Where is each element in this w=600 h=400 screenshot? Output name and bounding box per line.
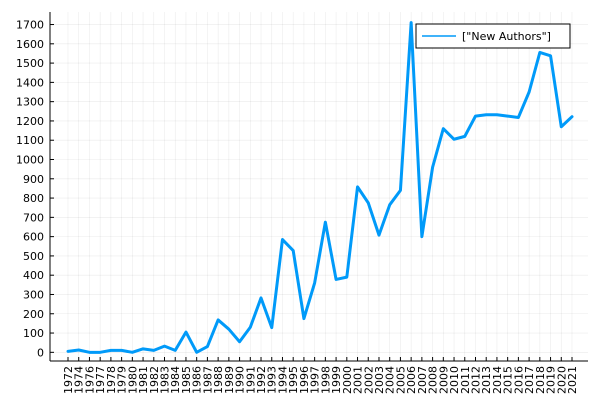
x-tick-label: 2001 bbox=[352, 366, 365, 394]
x-tick-label: 1999 bbox=[330, 366, 343, 394]
x-tick-label: 1998 bbox=[319, 366, 332, 394]
x-tick-label: 2010 bbox=[448, 366, 461, 394]
x-tick-label: 2014 bbox=[491, 366, 504, 394]
x-tick-label: 1984 bbox=[169, 366, 182, 394]
y-tick-label: 800 bbox=[23, 192, 44, 205]
x-tick-label: 1982 bbox=[148, 366, 161, 394]
y-axis-ticks: 0 100 200 300 400 500 600 700 800 900 1000 1100 1200… bbox=[16, 19, 54, 359]
series-line bbox=[66, 21, 574, 354]
y-tick-label: 0 bbox=[37, 346, 44, 359]
x-tick-label: 1992 bbox=[255, 366, 268, 394]
grid bbox=[50, 12, 588, 361]
x-tick-label: 1980 bbox=[126, 366, 139, 394]
x-tick-label: 1987 bbox=[201, 366, 214, 394]
y-tick-label: 1600 bbox=[16, 38, 44, 51]
legend-label: ["New Authors"] bbox=[462, 30, 551, 43]
y-tick-label: 600 bbox=[23, 231, 44, 244]
y-tick-label: 400 bbox=[23, 269, 44, 282]
x-tick-label: 2016 bbox=[512, 366, 525, 394]
x-tick-label: 1997 bbox=[309, 366, 322, 394]
y-tick-label: 1700 bbox=[16, 19, 44, 32]
x-tick-label: 1972 bbox=[62, 366, 75, 394]
y-tick-label: 1500 bbox=[16, 57, 44, 70]
x-tick-label: 1986 bbox=[191, 366, 204, 394]
y-tick-label: 500 bbox=[23, 250, 44, 263]
y-tick-label: 1300 bbox=[16, 96, 44, 109]
x-tick-label: 2003 bbox=[373, 366, 386, 394]
x-tick-label: 2011 bbox=[459, 366, 472, 394]
x-tick-label: 1991 bbox=[244, 366, 257, 394]
x-tick-label: 1995 bbox=[287, 366, 300, 394]
x-tick-label: 2013 bbox=[480, 366, 493, 394]
x-tick-label: 2021 bbox=[566, 366, 579, 394]
x-tick-label: 1981 bbox=[137, 366, 150, 394]
y-tick-label: 1100 bbox=[16, 134, 44, 147]
x-tick-label: 1974 bbox=[73, 366, 86, 394]
x-tick-label: 2019 bbox=[545, 366, 558, 394]
y-tick-label: 700 bbox=[23, 211, 44, 224]
y-tick-label: 1400 bbox=[16, 76, 44, 89]
x-tick-label: 2018 bbox=[534, 366, 547, 394]
x-tick-label: 1976 bbox=[83, 366, 96, 394]
x-tick-label: 2020 bbox=[555, 366, 568, 394]
y-tick-label: 300 bbox=[23, 288, 44, 301]
x-tick-label: 1977 bbox=[94, 366, 107, 394]
axes bbox=[49, 12, 588, 362]
x-tick-label: 2006 bbox=[405, 366, 418, 394]
y-tick-label: 100 bbox=[23, 327, 44, 340]
y-tick-label: 200 bbox=[23, 308, 44, 321]
x-tick-label: 1985 bbox=[180, 366, 193, 394]
x-tick-label: 2007 bbox=[416, 366, 429, 394]
x-tick-label: 2017 bbox=[523, 366, 536, 394]
y-tick-label: 1200 bbox=[16, 115, 44, 128]
x-tick-label: 1990 bbox=[234, 366, 247, 394]
x-tick-label: 1978 bbox=[105, 366, 118, 394]
x-tick-label: 2000 bbox=[341, 366, 354, 394]
x-tick-label: 2008 bbox=[427, 366, 440, 394]
x-tick-label: 2015 bbox=[502, 366, 515, 394]
x-tick-label: 2005 bbox=[394, 366, 407, 394]
x-tick-label: 2004 bbox=[384, 366, 397, 394]
x-tick-label: 1989 bbox=[223, 366, 236, 394]
x-tick-label: 2002 bbox=[362, 366, 375, 394]
x-tick-label: 2012 bbox=[469, 366, 482, 394]
y-tick-label: 900 bbox=[23, 173, 44, 186]
series-lines bbox=[66, 21, 574, 354]
x-tick-label: 1994 bbox=[276, 366, 289, 394]
x-tick-label: 1996 bbox=[298, 366, 311, 394]
x-tick-label: 1993 bbox=[266, 366, 279, 394]
x-tick-label: 1988 bbox=[212, 366, 225, 394]
x-tick-label: 1979 bbox=[116, 366, 129, 394]
y-tick-label: 1000 bbox=[16, 154, 44, 167]
x-axis-ticks: 1972197419761977197819791980198119821983… bbox=[62, 357, 579, 394]
x-tick-label: 1983 bbox=[159, 366, 172, 394]
legend: ["New Authors"] bbox=[415, 23, 571, 49]
x-tick-label: 2009 bbox=[437, 366, 450, 394]
